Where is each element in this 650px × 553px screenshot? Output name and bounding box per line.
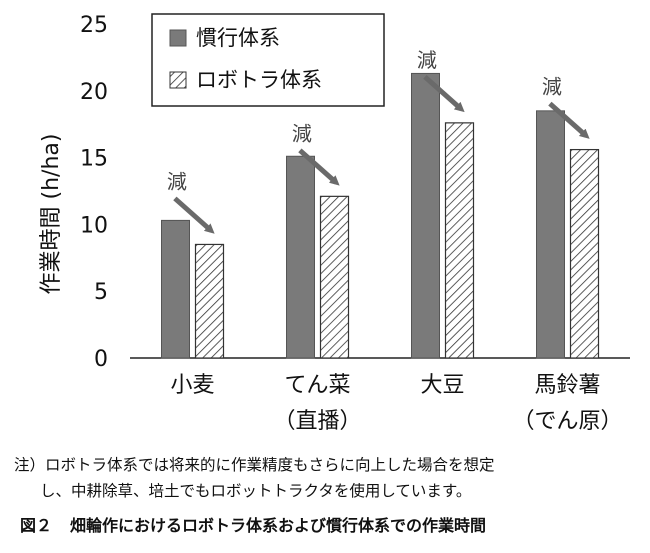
y-tick-label: 0 [94,347,108,372]
decrease-label: 減 [292,121,312,145]
decrease-arrow [173,196,215,234]
footnote-line-2: し、中耕除草、培土でもロボットトラクタを使用しています。 [40,482,472,500]
bar-conventional [161,219,190,359]
y-tick-label: 20 [80,80,108,105]
y-axis-label: 作業時間 (h/ha) [39,134,64,295]
legend-label: 慣行体系 [196,26,280,50]
legend-label: ロボトラ体系 [196,68,322,92]
legend-box [151,13,385,107]
y-tick-label: 5 [94,280,108,305]
bar-conventional [536,110,565,359]
bar-robot-tractor [319,195,350,359]
bar-robot-tractor [444,122,475,359]
bar-conventional [286,155,315,359]
decrease-arrow [548,101,590,139]
decrease-label: 減 [167,169,187,193]
decrease-label: 減 [417,48,437,72]
footnote-line-1: 注）ロボトラ体系では将来的に作業精度もさらに向上した場合を想定 [14,456,495,474]
y-tick-label: 15 [80,147,108,172]
footnote: 注）ロボトラ体系では将来的に作業精度もさらに向上した場合を想定 し、中耕除草、培… [14,452,644,504]
bars-group [161,72,600,359]
legend-swatch [169,71,187,89]
figure-title: 畑輪作におけるロボトラ体系および慣行体系での作業時間 [70,516,487,535]
category-label: てん菜 [284,373,350,398]
y-tick-label: 25 [80,13,108,38]
x-axis-labels: 小麦 てん菜 （直播） 大豆 馬鈴薯 （でん原） [170,373,622,434]
decrease-label: 減 [542,75,562,99]
figure-caption: 図２ 畑輪作におけるロボトラ体系および慣行体系での作業時間 [20,512,486,536]
legend-swatch [169,29,187,47]
y-tick-label: 10 [80,213,108,238]
category-sublabel: （直播） [273,409,361,434]
decrease-arrow [298,148,340,186]
bar-robot-tractor [194,243,225,359]
figure-number: 図２ [20,516,53,535]
decrease-arrow [423,74,465,113]
category-label: 馬鈴薯 [534,373,600,398]
category-label: 大豆 [420,373,464,398]
bar-robot-tractor [569,148,600,359]
bar-conventional [411,72,440,359]
category-sublabel: （でん原） [512,409,622,434]
category-label: 小麦 [170,373,214,398]
